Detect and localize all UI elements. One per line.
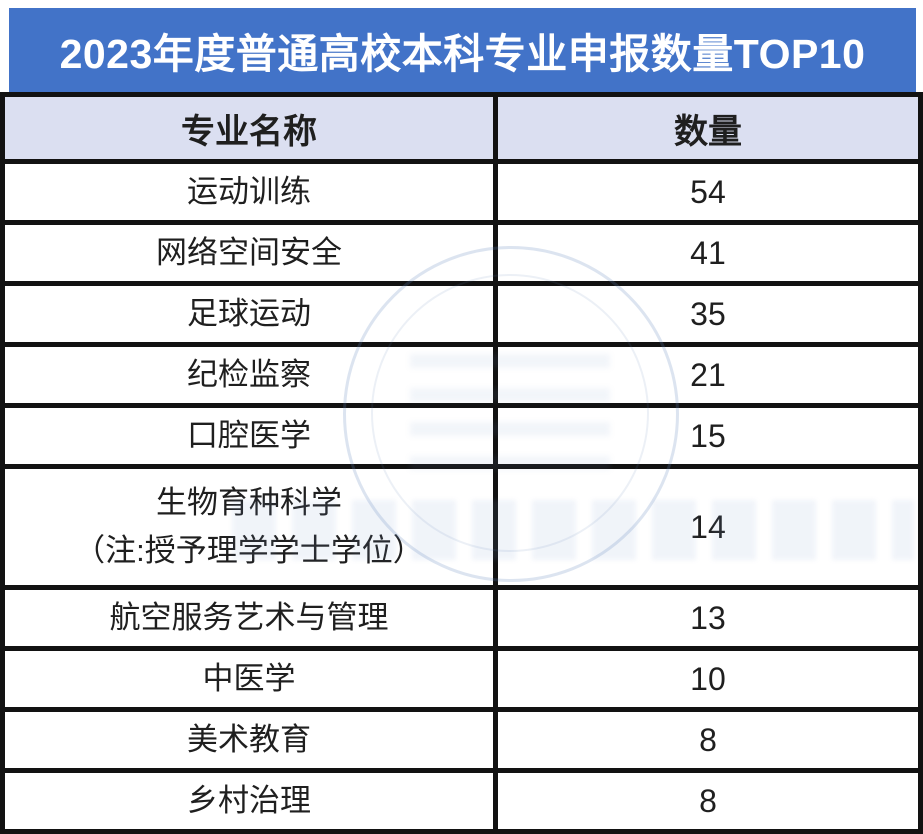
major-name: 口腔医学	[186, 417, 311, 453]
count-cell: 21	[492, 342, 923, 408]
table-row: 运动训练 54	[0, 159, 923, 225]
major-cell: 美术教育	[0, 707, 498, 773]
table-body: 运动训练 54 网络空间安全 41 足球运动 35 纪检监察 21 口腔医学 15 生物育种科学 （注…	[0, 159, 923, 834]
major-name: 中医学	[202, 660, 296, 696]
table-row: 纪检监察 21	[0, 342, 923, 408]
count-cell: 14	[492, 464, 923, 590]
table-row: 生物育种科学 （注:授予理学学士学位） 14	[0, 464, 923, 590]
major-cell: 足球运动	[0, 281, 498, 347]
count-cell: 13	[492, 585, 923, 651]
major-cell: 口腔医学	[0, 403, 498, 469]
table-row: 足球运动 35	[0, 281, 923, 347]
major-cell: 网络空间安全	[0, 220, 498, 286]
table-row: 航空服务艺术与管理 13	[0, 585, 923, 651]
major-name: 网络空间安全	[155, 234, 342, 270]
major-note: （注:授予理学学士学位）	[74, 533, 424, 568]
major-cell: 航空服务艺术与管理	[0, 585, 498, 651]
page-title: 2023年度普通高校本科专业申报数量TOP10	[59, 31, 866, 77]
count-cell: 8	[492, 707, 923, 773]
major-cell: 运动训练	[0, 159, 498, 225]
major-cell: 乡村治理	[0, 768, 498, 834]
major-name: 运动训练	[186, 173, 311, 209]
major-name: 航空服务艺术与管理	[109, 599, 389, 635]
top10-table: 专业名称 数量 运动训练 54 网络空间安全 41 足球运动 35 纪检监察 21 口腔医学 15…	[0, 92, 923, 834]
count-cell: 35	[492, 281, 923, 347]
major-cell: 纪检监察	[0, 342, 498, 408]
title-banner: 2023年度普通高校本科专业申报数量TOP10	[9, 8, 916, 92]
major-cell: 生物育种科学 （注:授予理学学士学位）	[0, 464, 498, 590]
count-cell: 8	[492, 768, 923, 834]
column-header-major: 专业名称	[0, 92, 498, 164]
table-row: 美术教育 8	[0, 707, 923, 773]
table-row: 乡村治理 8	[0, 768, 923, 834]
column-header-count: 数量	[492, 92, 923, 164]
major-name: 乡村治理	[186, 782, 311, 818]
major-name: 纪检监察	[186, 356, 311, 392]
major-cell: 中医学	[0, 646, 498, 712]
major-name: 美术教育	[186, 721, 311, 757]
count-cell: 41	[492, 220, 923, 286]
count-cell: 15	[492, 403, 923, 469]
table-row: 口腔医学 15	[0, 403, 923, 469]
major-name: 生物育种科学	[155, 484, 342, 520]
count-cell: 10	[492, 646, 923, 712]
count-cell: 54	[492, 159, 923, 225]
table-header-row: 专业名称 数量	[0, 92, 923, 164]
major-name: 足球运动	[186, 295, 311, 331]
table-row: 网络空间安全 41	[0, 220, 923, 286]
table-row: 中医学 10	[0, 646, 923, 712]
